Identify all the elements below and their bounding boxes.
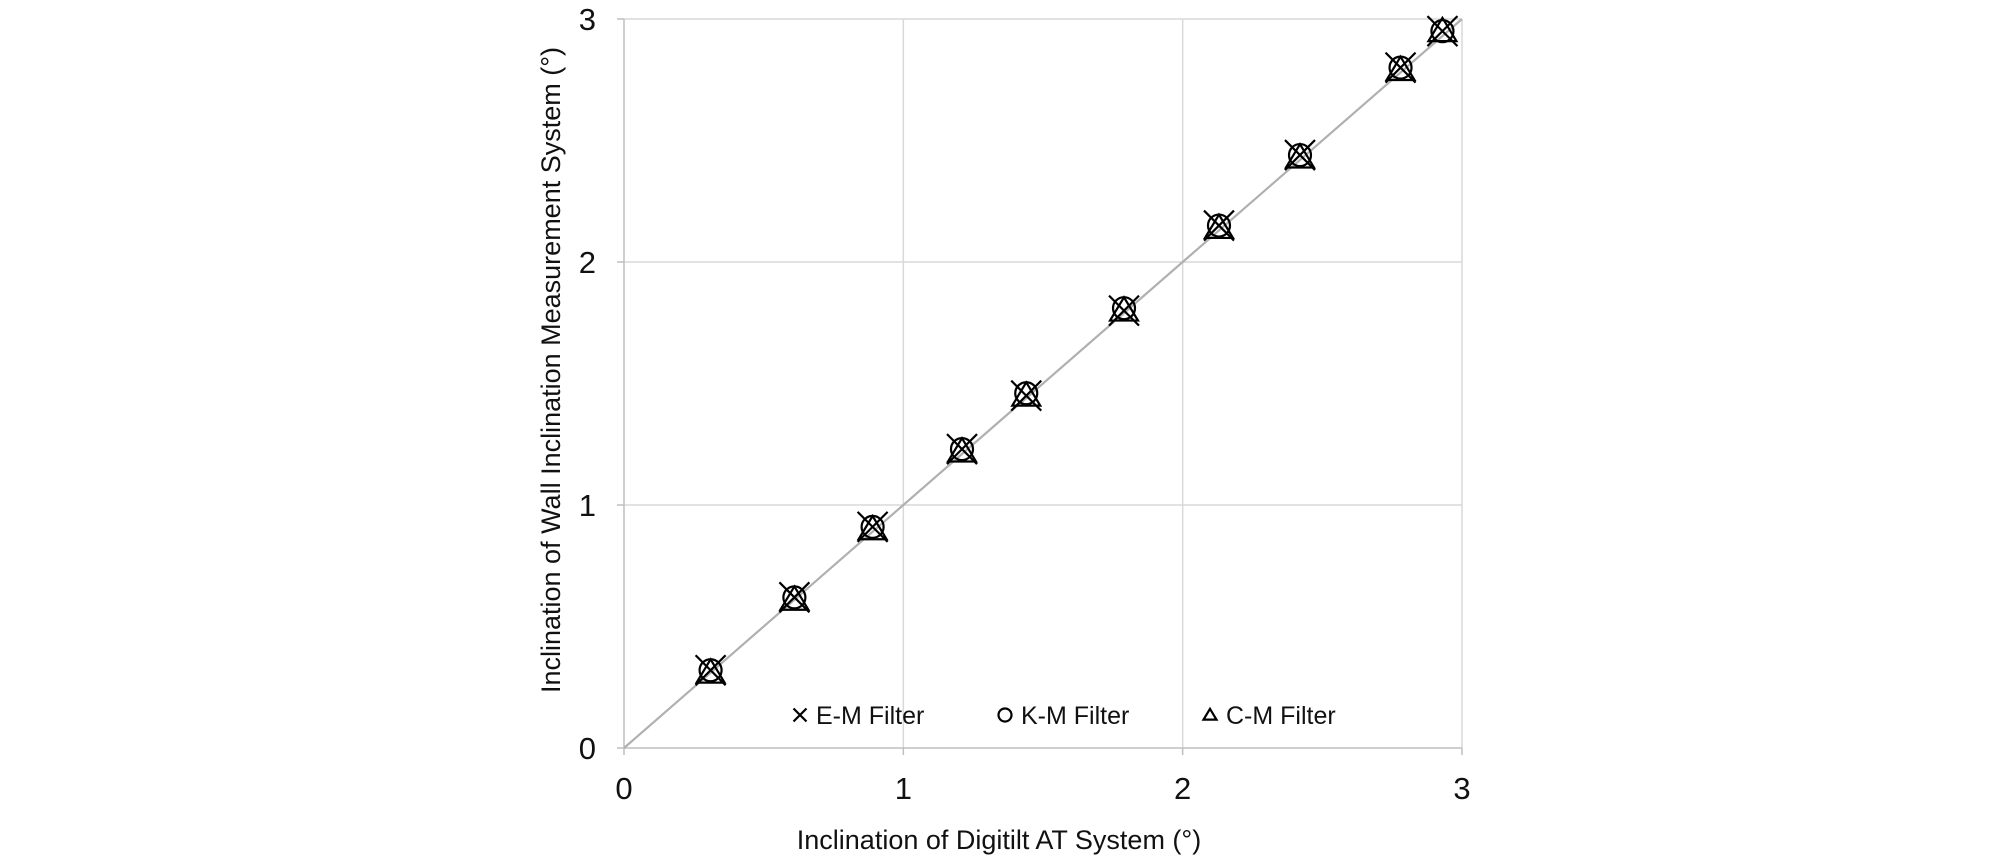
cm-filter-point	[778, 584, 811, 611]
cm-filter-point	[1108, 295, 1140, 322]
x-stroke	[1284, 139, 1316, 171]
cm-filter-point	[856, 513, 889, 541]
em-filter-point	[946, 433, 978, 465]
y-tick-label: 0	[579, 731, 596, 766]
cm-filter-point	[946, 436, 978, 463]
legend-km-filter-marker	[997, 707, 1013, 723]
em-filter-point	[694, 654, 727, 687]
x-stroke	[1384, 51, 1417, 84]
cm-filter-point	[1203, 212, 1235, 240]
x-stroke	[792, 707, 808, 723]
cm-filter-point	[694, 657, 727, 684]
cm-filter-point	[1426, 15, 1459, 43]
cm-filter-point	[1284, 142, 1316, 169]
y-axis-title: Inclination of Wall Inclination Measurem…	[536, 47, 566, 693]
y-tick-label: 1	[579, 488, 596, 523]
grid-lines	[624, 18, 1463, 748]
x-tick-label: 1	[895, 771, 912, 806]
x-tick-label: 0	[615, 771, 632, 806]
legend-label: E-M Filter	[816, 702, 924, 730]
em-filter-point	[856, 511, 889, 543]
em-filter-point	[778, 581, 811, 614]
x-stroke	[1203, 209, 1235, 242]
x-stroke	[694, 654, 727, 687]
em-filter-point	[1203, 209, 1235, 242]
axes	[617, 18, 1463, 755]
legend-label: K-M Filter	[1021, 702, 1129, 730]
y-tick-label: 2	[579, 245, 596, 280]
x-stroke	[778, 581, 811, 614]
x-stroke	[946, 433, 978, 465]
cm-filter-point	[1010, 380, 1043, 407]
x-stroke	[856, 511, 889, 543]
data-markers	[694, 15, 1459, 687]
legend-cm-filter-marker	[1201, 706, 1219, 721]
x-tick-label: 2	[1174, 771, 1191, 806]
cm-filter-point	[1384, 54, 1417, 82]
x-tick-label: 3	[1453, 771, 1470, 806]
y-tick-label: 3	[579, 2, 596, 37]
em-filter-point	[1284, 139, 1316, 171]
legend: E-M Filter K-M Filter C-M Filter	[792, 702, 1336, 730]
legend-label: C-M Filter	[1226, 702, 1336, 730]
em-filter-point	[1384, 51, 1417, 84]
x-axis-title: Inclination of Digitilt AT System (°)	[797, 825, 1201, 855]
reference-line-group	[623, 18, 1463, 749]
legend-em-filter-marker	[792, 707, 808, 723]
tick-labels: 0 1 2 3 0 1 2 3	[579, 2, 1471, 806]
reference-line	[623, 18, 1463, 749]
